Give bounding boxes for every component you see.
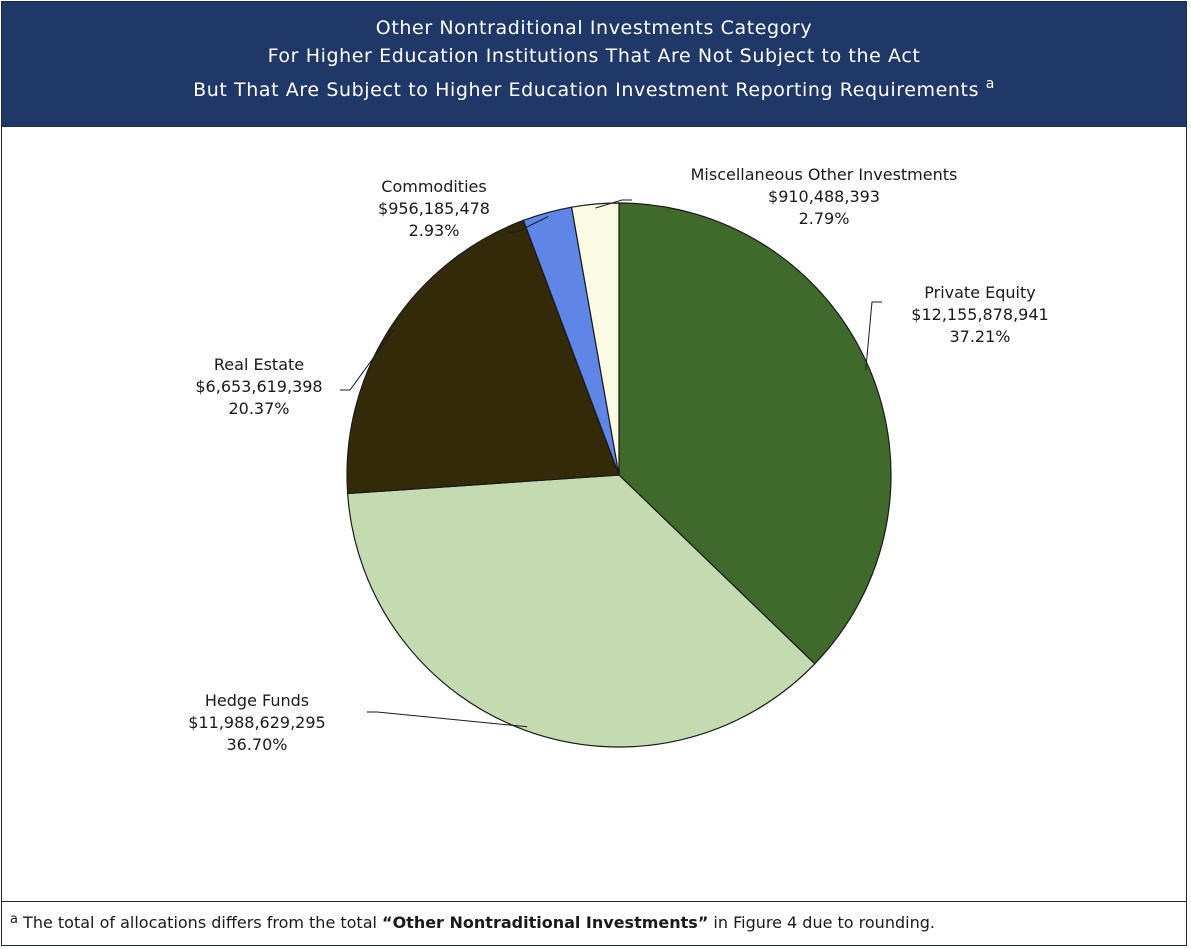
pie-slice-private-equity	[618, 202, 892, 665]
slice-label-name: Hedge Funds	[205, 691, 309, 710]
leader-lines	[340, 199, 882, 728]
slice-label-value: $11,988,629,295	[188, 713, 325, 732]
slice-label-value: $12,155,878,941	[911, 305, 1048, 324]
slice-label-percent: 36.70%	[226, 735, 287, 754]
pie-slices	[346, 202, 892, 748]
header-footnote-marker: a	[985, 76, 995, 92]
slice-label-percent: 37.21%	[949, 327, 1010, 346]
leader-line	[340, 329, 395, 391]
footnote: a The total of allocations differs from …	[10, 912, 935, 932]
footnote-text-before: The total of allocations differs from th…	[17, 913, 383, 932]
slice-labels: Private Equity $12,155,878,941 37.21% Hedge…	[188, 165, 1048, 754]
leader-line	[865, 301, 882, 371]
header-line-1: Other Nontraditional Investments Categor…	[375, 17, 813, 39]
footnote-marker: a	[10, 912, 18, 927]
slice-label-value: $956,185,478	[378, 199, 490, 218]
footnote-rule	[2, 901, 1186, 902]
slice-label-name: Miscellaneous Other Investments	[691, 165, 958, 184]
leader-line	[367, 711, 528, 728]
header-line-2: For Higher Education Institutions That A…	[267, 45, 921, 67]
leader-line	[595, 199, 632, 209]
header-rule	[2, 126, 1186, 127]
leader-line	[507, 216, 549, 233]
slice-label-name: Real Estate	[214, 355, 304, 374]
pie-chart: Private Equity $12,155,878,941 37.21% Hedge…	[188, 165, 1048, 754]
chart-header: Other Nontraditional Investments Categor…	[2, 2, 1186, 126]
footnote-text-after: in Figure 4 due to rounding.	[708, 913, 935, 932]
slice-label-name: Commodities	[381, 177, 486, 196]
pie-slice-real-estate	[346, 219, 620, 495]
slice-label-value: $910,488,393	[768, 187, 880, 206]
footnote-bold-text: “Other Nontraditional Investments”	[382, 913, 709, 932]
header-line-3: But That Are Subject to Higher Education…	[2, 70, 1186, 104]
pie-slice-miscellaneous-other-investments	[570, 202, 620, 476]
pie-slice-hedge-funds	[346, 474, 816, 748]
header-line-3-text: But That Are Subject to Higher Education…	[193, 79, 980, 101]
slice-label-percent: 2.79%	[799, 209, 850, 228]
slice-label-value: $6,653,619,398	[195, 377, 322, 396]
slice-label-name: Private Equity	[924, 283, 1035, 302]
slice-label-percent: 20.37%	[228, 399, 289, 418]
slice-label-percent: 2.93%	[409, 221, 460, 240]
